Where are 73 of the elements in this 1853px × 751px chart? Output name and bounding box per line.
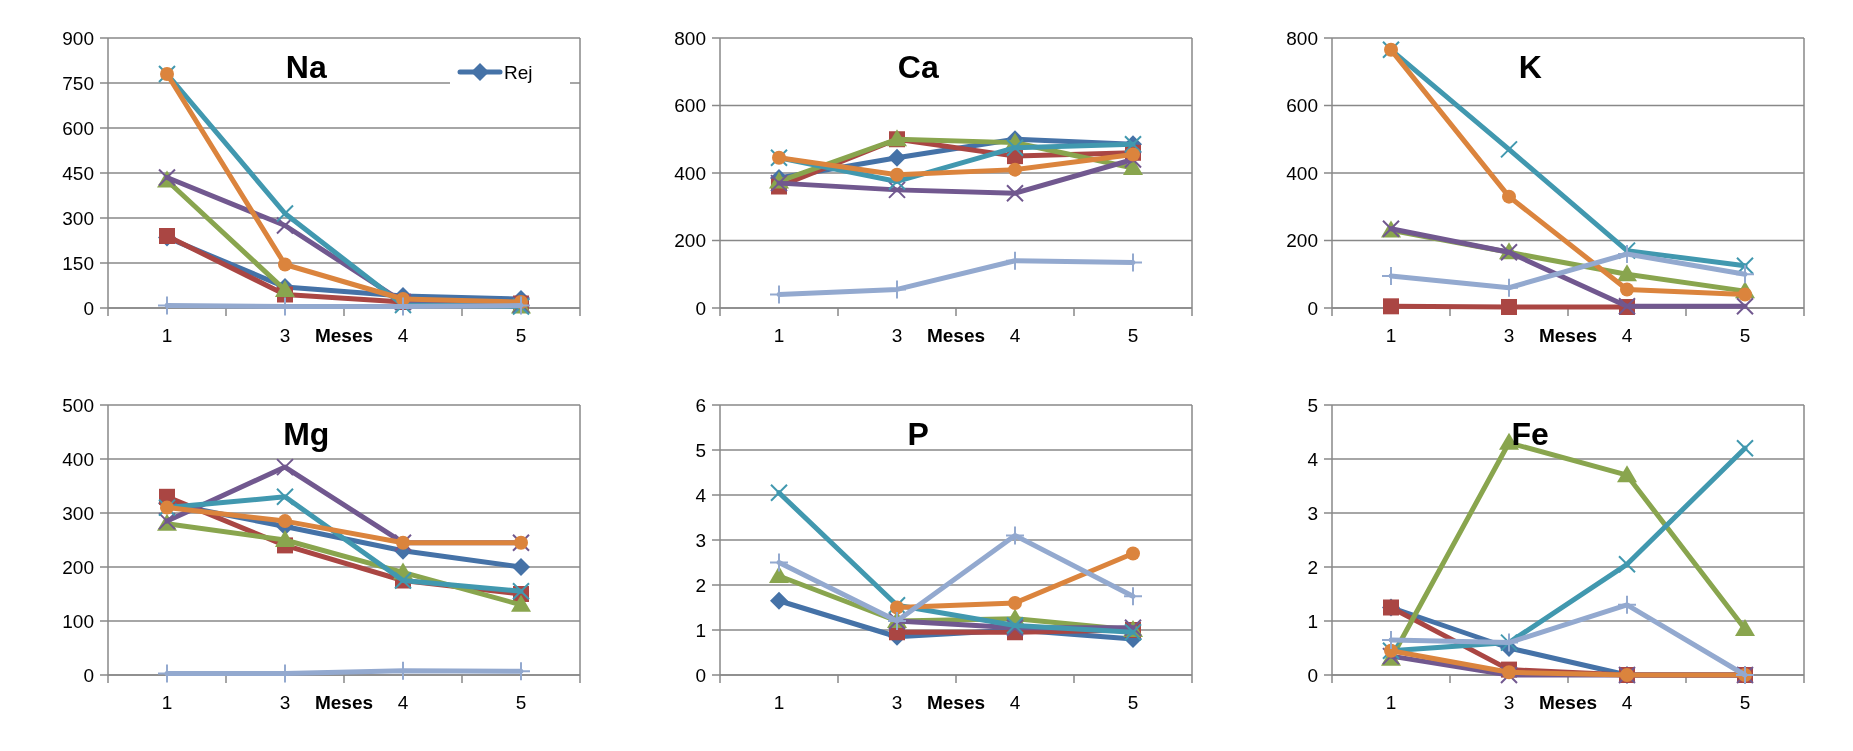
x-tick-label: 5 [515,692,527,713]
y-tick-label: 600 [1286,95,1318,117]
y-tick-label: 3 [695,529,706,551]
y-tick-label: 300 [62,207,94,229]
y-tick-label: 6 [695,394,706,416]
y-tick-label: 800 [674,27,706,49]
x-tick-label: 3 [279,325,291,346]
x-axis-title: Meses [314,325,374,346]
x-tick-label: 3 [891,325,903,346]
y-tick-label: 5 [695,439,706,461]
x-axis-title: Meses [926,692,986,713]
x-tick-label: 5 [515,325,527,346]
legend-label: Rej [504,61,533,83]
y-tick-label: 300 [62,502,94,524]
y-tick-label: 3 [1307,502,1318,524]
y-tick-label: 900 [62,27,94,49]
x-axis-title: Meses [1538,692,1598,713]
x-tick-label: 4 [397,325,409,346]
y-tick-label: 200 [1286,230,1318,252]
y-tick-label: 600 [62,117,94,139]
x-tick-label: 5 [1739,325,1751,346]
y-tick-label: 2 [1307,556,1318,578]
y-tick-label: 0 [1307,664,1318,686]
y-tick-label: 600 [674,95,706,117]
x-tick-label: 5 [1127,692,1139,713]
y-tick-label: 1 [1307,610,1318,632]
x-tick-label: 1 [773,692,785,713]
y-tick-label: 400 [674,162,706,184]
x-tick-label: 3 [279,692,291,713]
y-tick-label: 100 [62,610,94,632]
x-tick-label: 3 [1503,692,1515,713]
chart-title: Na [285,49,327,85]
y-tick-label: 200 [674,230,706,252]
x-axis-title: Meses [926,325,986,346]
chart-title: P [907,416,929,452]
y-tick-label: 5 [1307,394,1318,416]
x-tick-label: 1 [773,325,785,346]
y-tick-label: 800 [1286,27,1318,49]
x-axis-title: Meses [1538,325,1598,346]
x-tick-label: 1 [1385,692,1397,713]
y-tick-label: 400 [62,448,94,470]
x-tick-label: 4 [1009,325,1021,346]
y-tick-label: 4 [695,484,707,506]
x-tick-label: 4 [1621,325,1633,346]
y-tick-label: 1 [695,619,706,641]
y-tick-label: 0 [83,664,94,686]
y-tick-label: 0 [83,297,94,319]
x-tick-label: 1 [161,325,173,346]
y-tick-label: 400 [1286,162,1318,184]
x-tick-label: 1 [161,692,173,713]
x-axis-title: Meses [314,692,374,713]
x-tick-label: 5 [1739,692,1751,713]
x-tick-label: 5 [1127,325,1139,346]
y-tick-label: 450 [62,162,94,184]
chart-title: Mg [283,416,330,452]
x-tick-label: 4 [397,692,409,713]
y-tick-label: 2 [695,574,706,596]
y-tick-label: 150 [62,252,94,274]
y-tick-label: 200 [62,556,94,578]
x-tick-label: 4 [1621,692,1633,713]
y-tick-label: 0 [695,297,706,319]
y-tick-label: 500 [62,394,94,416]
y-tick-label: 750 [62,72,94,94]
x-tick-label: 3 [1503,325,1515,346]
y-tick-label: 4 [1307,448,1319,470]
y-tick-label: 0 [695,664,706,686]
x-tick-label: 1 [1385,325,1397,346]
chart-title: Fe [1511,416,1549,452]
x-tick-label: 4 [1009,692,1021,713]
chart-title: K [1518,49,1542,85]
chart-title: Ca [897,49,939,85]
x-tick-label: 3 [891,692,903,713]
y-tick-label: 0 [1307,297,1318,319]
